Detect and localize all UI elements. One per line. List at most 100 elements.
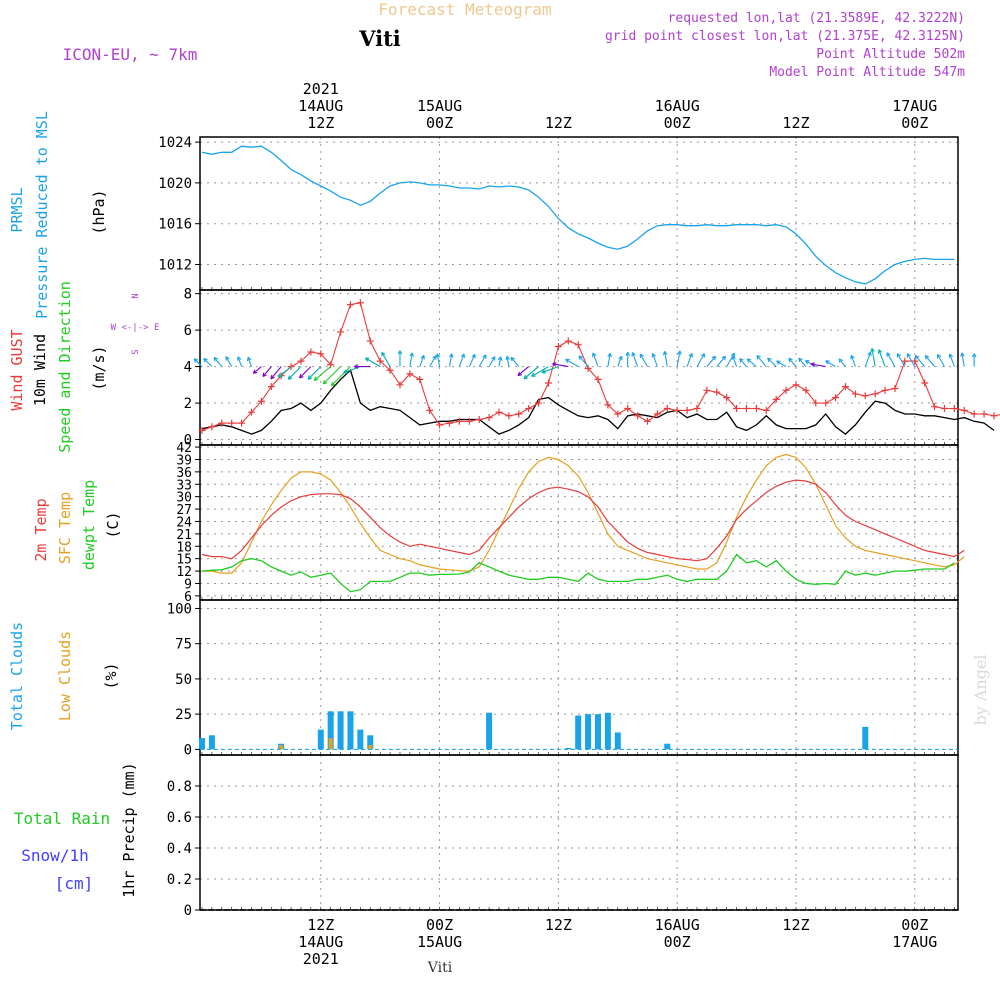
wind-arrow-head [825, 360, 830, 365]
wind-arrow-head [739, 358, 744, 363]
wind-direction-arrow [850, 355, 856, 367]
wind-arrow-head [330, 381, 336, 387]
wind-arrow-head [639, 353, 644, 359]
wind-direction-arrow [213, 357, 223, 367]
pressure-unit: (hPa) [90, 189, 108, 234]
wind-arrow-head [776, 360, 781, 365]
bottom-time-label: 15AUG [417, 933, 462, 951]
wind-direction-arrow [949, 353, 955, 367]
wind-direction-arrow [746, 358, 757, 368]
wind-gust-point [287, 363, 295, 371]
temp-2m-line [201, 479, 965, 562]
total-cloud-bar [367, 735, 374, 750]
wind-gust-point [792, 381, 800, 389]
wind-gust-point [544, 379, 552, 387]
wind-gust-point [376, 357, 384, 365]
wind-direction-arrow [788, 357, 797, 367]
ytick-label: 1016 [158, 217, 192, 233]
wind-direction-arrow [488, 356, 496, 367]
top-time-label: 17AUG [892, 97, 937, 115]
wind-arrow-head [914, 354, 920, 360]
wind-direction-arrow [676, 350, 681, 367]
wind-arrow-head [662, 350, 668, 356]
ytick-label: 0.8 [167, 779, 192, 795]
pressure-line [201, 145, 955, 285]
bottom-time-label: 00Z [901, 916, 928, 934]
wind-arrow-head [381, 351, 386, 357]
wind-gust-point [851, 390, 859, 398]
wind-direction-arrow [726, 352, 735, 367]
ytick-label: 39 [176, 453, 192, 468]
ytick-label: 21 [176, 528, 192, 543]
bottom-time-label: 16AUG [655, 916, 700, 934]
wind-direction-arrow [838, 358, 846, 367]
wind-direction-arrow [203, 358, 213, 367]
wind-gust-point [723, 394, 731, 402]
wind-arrow-head [505, 355, 510, 361]
wind-gust-point [742, 405, 750, 413]
wind-arrow-head [838, 358, 843, 363]
requested-coords: requested lon,lat (21.3589E, 42.3222N) [668, 11, 965, 26]
wind-direction-arrow [767, 357, 777, 367]
wind-direction-arrow [739, 358, 747, 367]
wind-arrow-head [896, 353, 902, 358]
wind-label-10m: 10m Wind [31, 334, 49, 406]
ytick-label: 1024 [158, 135, 192, 151]
wind-direction-arrow [247, 357, 252, 367]
wind-gust-point [337, 328, 345, 336]
credit-watermark: by Angel [971, 654, 990, 725]
compass-north: N [131, 293, 141, 298]
wind-arrow-head [767, 357, 772, 363]
wind-gust-point [960, 406, 968, 414]
cloud-unit: (%) [102, 662, 120, 689]
wind-direction-arrow [523, 366, 539, 380]
wind-gust-point [653, 410, 661, 418]
wind-direction-arrow [262, 366, 272, 377]
wind-arrow-head [711, 355, 717, 361]
wind-arrow-head [322, 379, 328, 385]
wind-gust-point [564, 337, 572, 345]
wind-direction-arrow [458, 353, 465, 367]
wind-direction-arrow [825, 360, 836, 368]
wind-gust-point [940, 405, 948, 413]
wind-gust-point [574, 341, 582, 349]
wind-gust-point [406, 370, 414, 378]
model-altitude: Model Point Altitude 547m [769, 65, 965, 80]
wind-gust-point [931, 403, 939, 411]
wind-direction-arrow [225, 356, 233, 367]
precip-label-cm: [cm] [55, 874, 94, 893]
cloud-label-total: Total Clouds [8, 622, 26, 730]
wind-direction-arrow [270, 366, 282, 380]
wind-gust-point [871, 390, 879, 398]
ytick-label: 0 [184, 433, 192, 449]
wind-direction-arrow [732, 355, 738, 367]
wind-direction-arrow [365, 357, 381, 368]
wind-arrow-head [607, 352, 612, 358]
wind-direction-arrow [478, 354, 487, 367]
precip-label-rain: Total Rain [14, 809, 110, 828]
wind-label-speed-dir: Speed and Direction [56, 281, 74, 453]
wind-arrow-head [948, 353, 954, 358]
wind-arrow-head [343, 369, 348, 374]
wind-direction-arrow [906, 353, 916, 367]
wind-direction-arrow [756, 355, 767, 367]
wind-arrow-head [354, 364, 359, 369]
wind-arrow-head [510, 356, 515, 362]
cloud-label-low: Low Clouds [56, 631, 74, 721]
wind-direction-arrow [307, 366, 322, 380]
wind-direction-arrow [278, 366, 292, 378]
wind-gust-point [901, 357, 909, 365]
wind-arrow-head [746, 358, 752, 363]
ytick-label: 30 [176, 491, 192, 506]
wind-direction-arrow [552, 363, 569, 368]
wind-direction-arrow [531, 366, 549, 377]
wind-gust-point [297, 357, 305, 365]
wind-gust-point [525, 405, 533, 413]
ytick-label: 0.4 [167, 841, 192, 857]
wind-gust-point [366, 337, 374, 345]
footer-station: Viti [427, 960, 453, 976]
wind-arrow-head [618, 355, 623, 361]
wind-gust-point [554, 343, 562, 351]
wind-gust-point [832, 394, 840, 402]
wind-arrow-head [213, 356, 218, 362]
